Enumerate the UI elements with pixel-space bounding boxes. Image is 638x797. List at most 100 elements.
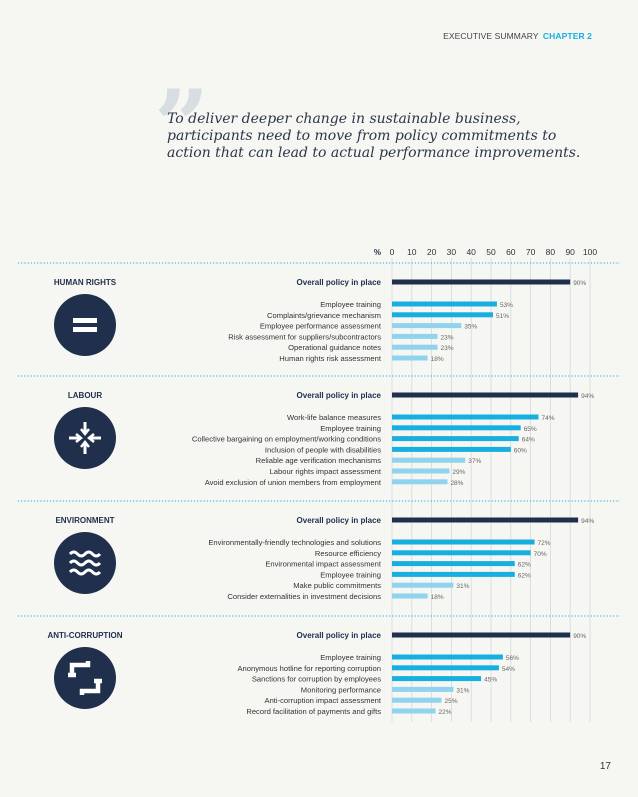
bar-label: Work-life balance measures [287,413,381,422]
tick-label: 30 [447,247,457,257]
bar [392,539,535,545]
bar-label: Anti-corruption impact assessment [265,696,382,705]
page-header: EXECUTIVE SUMMARY CHAPTER 2 [443,31,592,41]
data-label: 29% [452,469,465,476]
bar [392,686,454,692]
group-title-anti-corruption: ANTI-CORRUPTION [47,631,122,640]
bar-label: Anonymous hotline for reporting corrupti… [237,664,381,673]
bar [392,425,521,431]
bar [392,414,539,420]
bar [392,593,428,599]
bar-overall-human-rights [392,279,571,285]
tick-label: 90 [565,247,575,257]
data-label: 62% [518,572,531,579]
data-label: 74% [542,415,555,422]
tick-label: 50 [486,247,496,257]
broken-square-icon [68,661,102,695]
axis-title: % [374,248,381,257]
group-title-labour: LABOUR [68,391,102,400]
bar-label: Sanctions for corruption by employees [252,675,381,684]
broken-square-icon-circle [54,647,116,709]
bar [392,301,497,307]
tick-label: 0 [390,247,395,257]
bar [392,446,511,452]
data-label: 31% [456,583,469,590]
bar [392,708,436,714]
data-label: 53% [500,302,513,309]
group-title-human-rights: HUMAN RIGHTS [54,278,117,287]
bar [392,436,519,442]
bar [392,312,493,318]
waves-icon [68,559,102,567]
bar [392,550,531,556]
data-label: 51% [496,313,509,320]
waves-icon [68,568,102,576]
tick-label: 70 [526,247,536,257]
bar [392,665,499,671]
equals-icon-circle [54,294,116,356]
bar [392,355,428,361]
data-label: 18% [431,594,444,601]
data-label: 90% [573,633,586,640]
converging-arrows-icon [69,422,101,454]
bar [392,323,462,329]
bar-overall-labour [392,392,579,398]
bar-label: Employee training [320,653,381,662]
quote-mark-icon: ” [154,69,210,182]
bar [392,561,515,567]
tick-label: 20 [427,247,437,257]
header-section: EXECUTIVE SUMMARY [443,31,539,41]
tick-label: 60 [506,247,516,257]
bar-label: Employee performance assessment [260,322,382,331]
data-label: 23% [441,334,454,341]
converging-arrows-icon-circle [54,407,116,469]
bar-label: Complaints/grievance mechanism [267,311,381,320]
data-label: 45% [484,677,497,684]
page-number: 17 [599,761,611,772]
bar-label: Record facilitation of payments and gift… [246,707,381,716]
bar-label: Environmental impact assessment [265,560,382,569]
header-chapter: CHAPTER 2 [542,31,592,41]
bar-label: Inclusion of people with disabilities [265,445,381,454]
equals-icon [73,327,97,332]
bar-label: Reliable age verification mechanisms [256,456,382,465]
bar-label: Operational guidance notes [288,343,381,352]
data-label: 18% [431,356,444,363]
bar-label: Consider externalities in investment dec… [227,592,381,601]
data-label: 90% [573,280,586,287]
data-label: 28% [450,480,463,487]
data-label: 23% [441,345,454,352]
bar-label: Employee training [320,424,381,433]
bar-overall-anti-corruption [392,632,571,638]
bar-overall-environment [392,517,579,523]
bar-label: Resource efficiency [315,549,381,558]
bar-label: Labour rights impact assessment [270,467,382,476]
bar [392,479,448,485]
bar [392,582,454,588]
group-title-environment: ENVIRONMENT [55,516,114,525]
overall-label: Overall policy in place [297,631,382,640]
tick-label: 80 [546,247,556,257]
waves-icon [68,550,102,558]
bar [392,333,438,339]
data-label: 94% [581,518,594,525]
tick-label: 10 [407,247,417,257]
bar-label: Collective bargaining on employment/work… [192,435,381,444]
bar [392,676,482,682]
data-label: 62% [518,562,531,569]
data-label: 35% [464,324,477,331]
overall-label: Overall policy in place [297,516,382,525]
tick-label: 100 [583,247,597,257]
bar [392,571,515,577]
converging-arrows-icon [75,428,95,448]
data-label: 94% [581,393,594,400]
overall-label: Overall policy in place [297,278,382,287]
data-label: 54% [502,666,515,673]
data-label: 70% [534,551,547,558]
data-label: 37% [468,458,481,465]
data-label: 64% [522,437,535,444]
bar [392,697,442,703]
bar [392,654,503,660]
bar [392,468,450,474]
